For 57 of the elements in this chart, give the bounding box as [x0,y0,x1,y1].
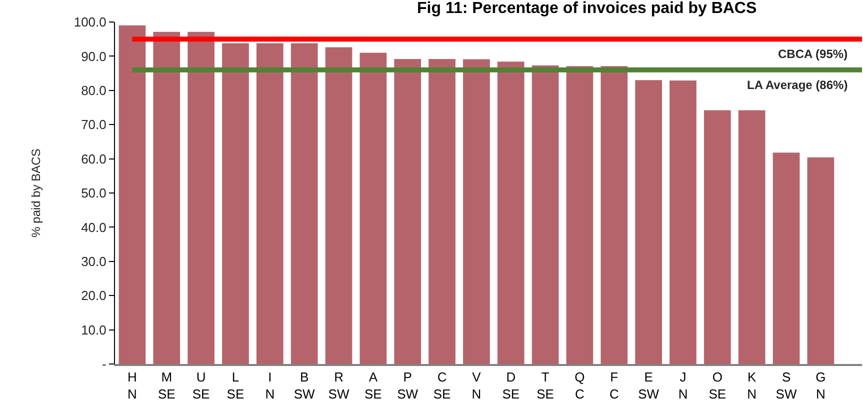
x-tick-label: H N [128,370,137,402]
x-tick-label: K N [747,370,757,402]
bar [463,59,490,364]
bar [807,157,834,364]
bar [532,65,559,364]
bar [428,58,456,364]
x-tick-label: V N [472,370,482,402]
x-tick-label: L SE [226,370,244,402]
x-tick-label: I N [265,370,275,402]
y-tick-label: 40.0 [81,220,106,235]
bar [118,25,146,364]
x-tick-label: F C [609,370,619,402]
bar [188,32,214,364]
y-tick-label: 60.0 [81,151,106,166]
bar [566,66,594,364]
y-tick-label: 80.0 [81,82,106,98]
x-tick-label: C SE [433,370,452,402]
bar [153,32,180,364]
bar [704,110,731,364]
bar [290,43,318,364]
x-tick-label: T SE [536,370,554,402]
bar [394,58,422,364]
y-axis-title: % paid by BACS [29,148,44,238]
x-tick-label: E SW [638,370,660,402]
y-tick-label: 20.0 [81,288,106,304]
y-tick-label: 50.0 [81,186,106,201]
bar [497,62,524,364]
x-tick-label: M SE [158,370,176,402]
y-tick-label: - [102,356,106,372]
x-tick-label: S SW [776,370,798,402]
bar [600,66,628,364]
x-tick-label: A SE [364,370,382,402]
x-tick-label: G N [816,370,826,402]
y-tick-label: 30.0 [81,254,106,269]
bar [222,43,249,364]
y-tick-label: 90.0 [81,48,106,64]
bar [772,152,800,364]
x-tick-label: R SW [328,370,350,402]
chart-title: Fig 11: Percentage of invoices paid by BACS [417,0,757,18]
bar [325,47,352,364]
x-tick-label: B SW [294,370,316,402]
x-tick-label: D SE [502,370,520,402]
y-tick-label: 10.0 [81,322,106,338]
bar [360,52,387,364]
y-tick-label: 70.0 [81,117,106,132]
x-tick-label: J N [678,370,688,402]
ref-line-label: CBCA (95%) [778,47,848,61]
x-tick-label: O SE [708,370,726,402]
x-tick-label: Q C [574,370,585,402]
bar [670,80,696,364]
bar [635,80,662,364]
y-tick-label: 100.0 [74,14,106,30]
bar [738,110,766,364]
x-tick-label: P SW [397,370,419,402]
ref-line-label: LA Average (86%) [747,78,848,92]
bar [256,43,284,364]
x-tick-label: U SE [192,370,210,402]
